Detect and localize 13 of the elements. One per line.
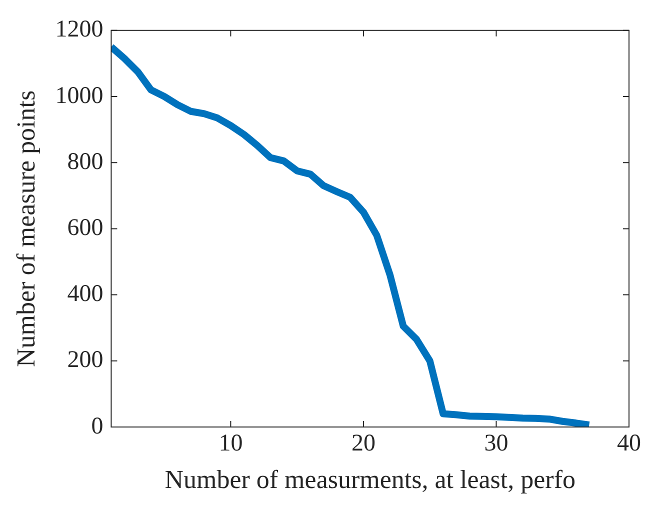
y-tick-label: 400 <box>67 281 104 308</box>
x-axis-title: Number of measurments, at least, perfo <box>164 465 576 494</box>
y-tick-label: 1200 <box>55 16 104 43</box>
y-tick-label: 1000 <box>55 82 104 109</box>
y-axis-title: Number of measure points <box>11 90 40 367</box>
x-tick-label: 30 <box>484 430 508 457</box>
x-tick-label: 20 <box>351 430 376 457</box>
y-tick-label: 600 <box>67 214 104 241</box>
y-tick-label: 0 <box>91 413 104 440</box>
y-tick-label: 800 <box>67 148 104 175</box>
x-tick-label: 10 <box>218 430 243 457</box>
x-tick-label: 40 <box>617 430 641 457</box>
y-tick-label: 200 <box>67 347 104 374</box>
